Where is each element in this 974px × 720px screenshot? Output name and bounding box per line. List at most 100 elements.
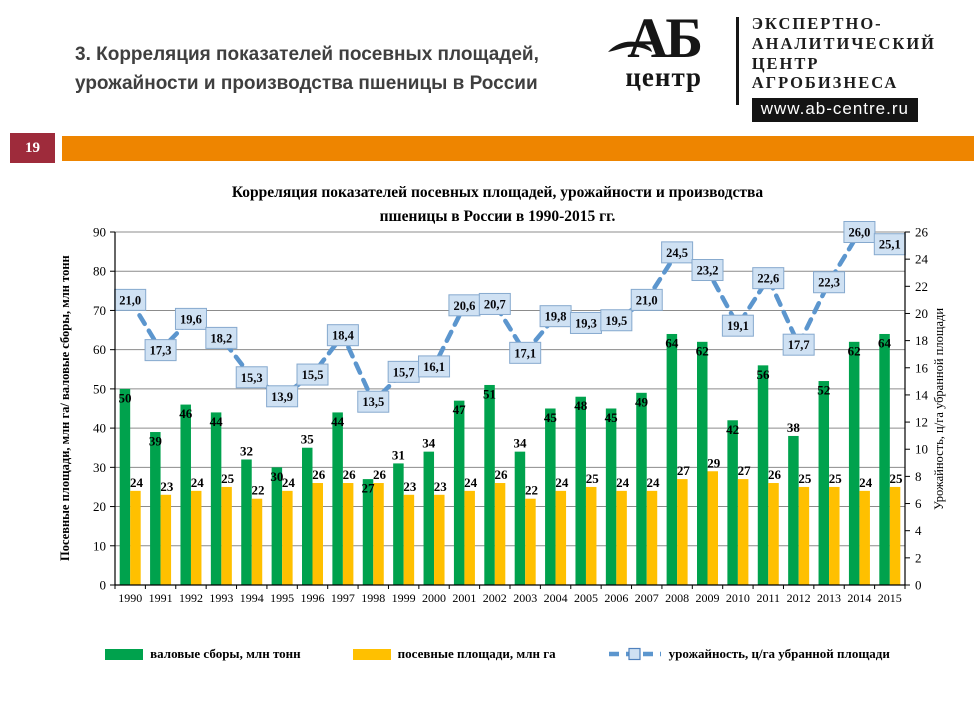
left-tick-label: 90 [93, 225, 106, 240]
logo-mark: АБ центр [605, 7, 723, 93]
yield-label-box-1992 [174, 307, 207, 330]
x-tick-label-2000: 2000 [422, 591, 446, 605]
bar-label-gross-2003: 34 [513, 436, 527, 451]
logo-abbr: АБ [627, 7, 703, 70]
bar-sown-1992 [190, 490, 202, 585]
legend-item-gross-harvest: валовые сборы, млн тонн [105, 646, 301, 662]
yield-label-2009: 23,2 [697, 264, 719, 278]
x-tick-label-1996: 1996 [301, 591, 325, 605]
bar-sown-2000 [434, 494, 445, 585]
yield-label-box-1991 [144, 339, 177, 362]
yield-label-2002: 20,7 [484, 297, 506, 311]
right-tick-label: 22 [915, 279, 928, 294]
yield-label-box-2010 [721, 314, 754, 337]
bar-gross-2001 [453, 400, 465, 585]
left-tick-label: 10 [93, 538, 106, 553]
bar-sown-1997 [342, 483, 354, 585]
yield-label-2015: 25,1 [879, 238, 901, 252]
yield-label-2014: 26,0 [848, 226, 870, 240]
x-tick-label-1990: 1990 [118, 591, 142, 605]
legend-swatch-yield [608, 647, 661, 661]
bar-gross-1998 [362, 479, 374, 585]
bar-gross-2000 [423, 451, 435, 585]
bar-label-gross-1996: 35 [301, 432, 315, 447]
bar-gross-2008 [666, 333, 678, 585]
chart-title-line1: Корреляция показателей посевных площадей… [231, 184, 764, 201]
bar-sown-1993 [221, 486, 232, 585]
yield-label-box-2014 [843, 221, 876, 243]
x-tick-label-2005: 2005 [574, 591, 598, 605]
right-tick-label: 0 [915, 578, 922, 593]
bar-sown-2014 [859, 490, 870, 585]
bar-label-gross-2015: 64 [878, 335, 892, 350]
yield-label-2010: 19,1 [727, 319, 749, 333]
slide-title-line1: 3. Корреляция показателей посевных площа… [75, 44, 539, 65]
yield-label-2006: 19,5 [605, 314, 627, 328]
bar-label-gross-2000: 34 [422, 436, 436, 451]
bar-label-sown-1998: 26 [373, 467, 387, 482]
yield-label-2004: 19,8 [545, 310, 567, 324]
right-tick-label: 2 [915, 550, 922, 565]
x-tick-label-2009: 2009 [696, 591, 720, 605]
bar-label-gross-2011: 56 [757, 367, 771, 382]
right-tick-label: 26 [915, 225, 929, 240]
bar-gross-2003 [514, 451, 526, 585]
bar-label-sown-1996: 26 [312, 467, 326, 482]
yield-label-2011: 22,6 [757, 272, 779, 286]
bar-sown-2006 [616, 490, 627, 585]
bar-gross-2014 [848, 341, 860, 585]
legend-swatch-sown-area [352, 648, 391, 660]
bar-label-sown-2013: 25 [829, 471, 843, 486]
bar-gross-1991 [150, 432, 161, 585]
yield-label-2005: 19,3 [575, 316, 597, 330]
right-tick-label: 24 [915, 252, 929, 267]
leaf-icon [607, 41, 652, 52]
legend-item-sown-area: посевные площади, млн га [352, 646, 556, 662]
left-tick-label: 30 [93, 460, 106, 475]
bar-sown-2015 [889, 486, 901, 585]
bar-label-gross-1992: 46 [179, 406, 193, 421]
left-tick-label: 0 [100, 578, 107, 593]
bar-gross-2010 [727, 420, 738, 585]
bar-gross-2007 [636, 392, 647, 585]
yield-label-1995: 13,9 [271, 390, 293, 404]
slide-title-line2: урожайности и производства пшеницы в Рос… [75, 73, 538, 95]
x-tick-label-2003: 2003 [513, 591, 537, 605]
bar-gross-2011 [757, 365, 769, 585]
x-tick-label-2012: 2012 [787, 591, 811, 605]
bar-gross-2005 [575, 396, 586, 585]
bar-label-sown-2000: 23 [434, 479, 448, 494]
bar-gross-2012 [788, 435, 799, 585]
x-tick-label-2010: 2010 [726, 591, 750, 605]
x-tick-label-2002: 2002 [483, 591, 507, 605]
chart-legend: валовые сборы, млн тонн посевные площади… [75, 646, 920, 662]
bar-label-sown-1993: 25 [221, 471, 235, 486]
bar-gross-2009 [697, 341, 708, 585]
x-tick-label-1992: 1992 [179, 591, 203, 605]
left-tick-label: 70 [93, 303, 106, 318]
bar-label-sown-2007: 24 [646, 475, 660, 490]
bar-label-gross-2001: 47 [453, 402, 467, 417]
bar-label-sown-2009: 29 [707, 455, 721, 470]
legend-label-gross-harvest: валовые сборы, млн тонн [150, 646, 301, 661]
right-tick-label: 8 [915, 469, 922, 484]
bar-gross-1990 [119, 388, 131, 585]
yield-label-box-2009 [691, 259, 724, 282]
bar-label-sown-2001: 24 [464, 475, 478, 490]
bar-label-gross-1997: 44 [331, 414, 345, 429]
bar-gross-1996 [302, 447, 313, 585]
bar-sown-2009 [707, 471, 718, 585]
bar-sown-2003 [525, 498, 536, 585]
chart-title: Корреляция показателей посевных площадей… [75, 181, 920, 229]
yield-label-2012: 17,7 [788, 338, 810, 352]
slide-title: 3. Корреляция показателей посевных площа… [75, 40, 615, 99]
x-tick-label-2013: 2013 [817, 591, 841, 605]
bar-label-gross-2014: 62 [848, 343, 861, 358]
bar-sown-1991 [160, 494, 172, 585]
logo-website: www.ab-centre.ru [751, 98, 918, 123]
bar-sown-1998 [373, 483, 384, 585]
bar-sown-1990 [130, 490, 141, 585]
bar-label-sown-2003: 22 [525, 483, 538, 498]
right-tick-label: 6 [915, 496, 922, 511]
